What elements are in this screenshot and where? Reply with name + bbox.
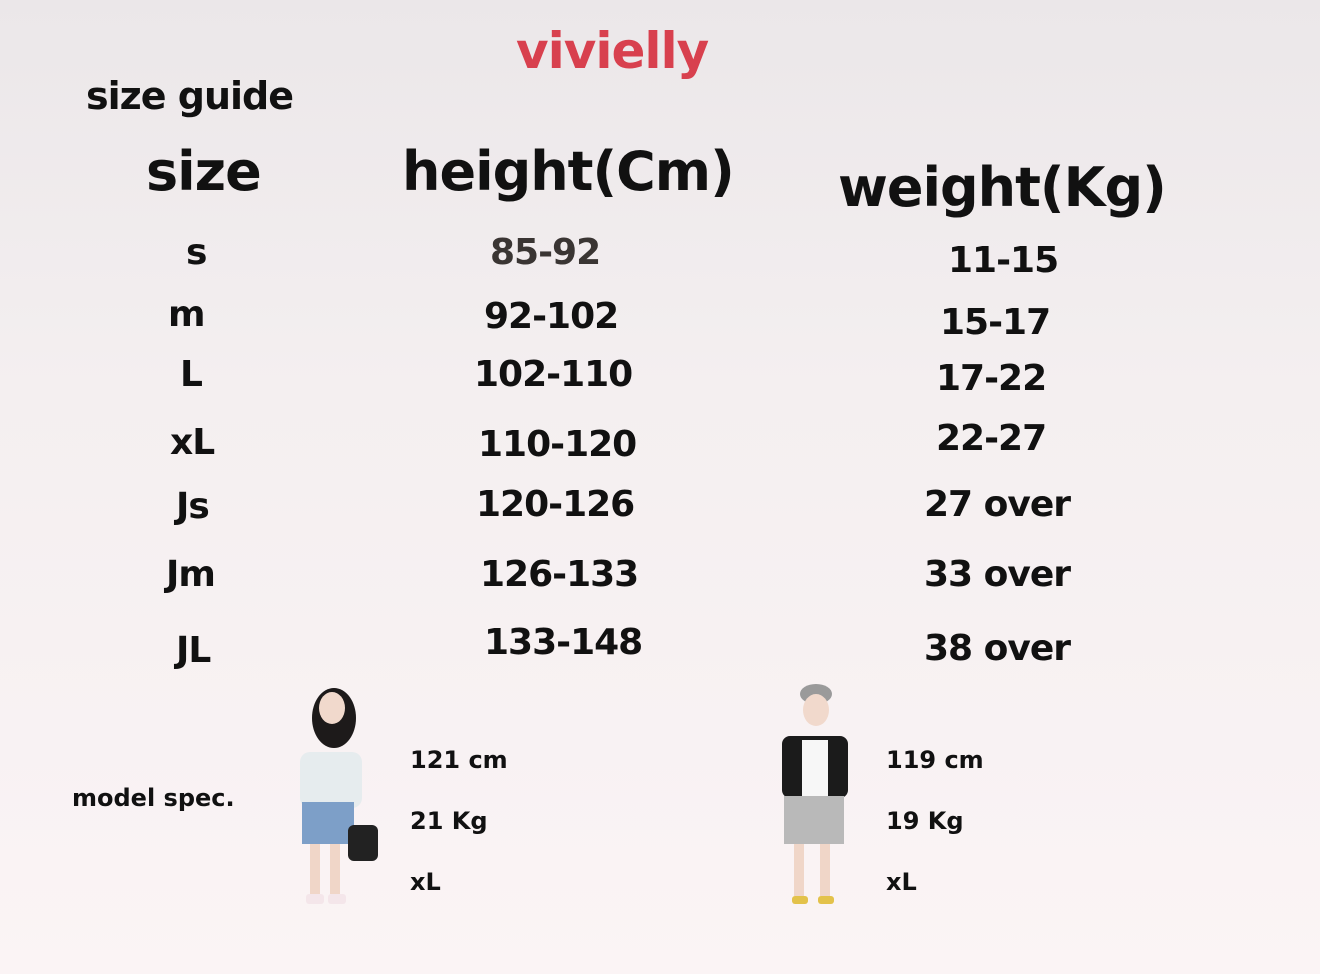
- weight-cell: 15-17: [940, 302, 1051, 343]
- size-cell: L: [180, 354, 203, 395]
- column-header-weight: weight(Kg): [838, 156, 1167, 219]
- height-cell: 85-92: [490, 232, 601, 273]
- weight-cell: 22-27: [936, 418, 1047, 459]
- size-cell: JL: [176, 630, 211, 671]
- height-cell: 102-110: [474, 354, 633, 395]
- weight-cell: 17-22: [936, 358, 1047, 399]
- model-photo-1: [300, 688, 378, 904]
- size-cell: Jm: [166, 554, 216, 595]
- weight-cell: 11-15: [948, 240, 1059, 281]
- model-spec-label: model spec.: [72, 784, 235, 812]
- model-1-size: xL: [410, 868, 441, 896]
- model-2-size: xL: [886, 868, 917, 896]
- column-header-height: height(Cm): [402, 140, 735, 203]
- height-cell: 110-120: [478, 424, 637, 465]
- height-cell: 126-133: [480, 554, 639, 595]
- size-cell: m: [168, 294, 206, 335]
- model-photo-2: [782, 684, 848, 904]
- model-2-height: 119 cm: [886, 746, 984, 774]
- height-cell: 120-126: [476, 484, 635, 525]
- weight-cell: 27 over: [924, 484, 1071, 525]
- size-cell: Js: [176, 486, 210, 527]
- model-1-weight: 21 Kg: [410, 807, 488, 835]
- height-cell: 92-102: [484, 296, 619, 337]
- weight-cell: 33 over: [924, 554, 1071, 595]
- weight-cell: 38 over: [924, 628, 1071, 669]
- model-1-height: 121 cm: [410, 746, 508, 774]
- height-cell: 133-148: [484, 622, 643, 663]
- size-cell: s: [186, 232, 207, 273]
- model-2-weight: 19 Kg: [886, 807, 964, 835]
- page-title: size guide: [86, 74, 294, 118]
- brand-logo: vivielly: [516, 22, 709, 80]
- column-header-size: size: [146, 140, 262, 203]
- size-cell: xL: [170, 422, 215, 463]
